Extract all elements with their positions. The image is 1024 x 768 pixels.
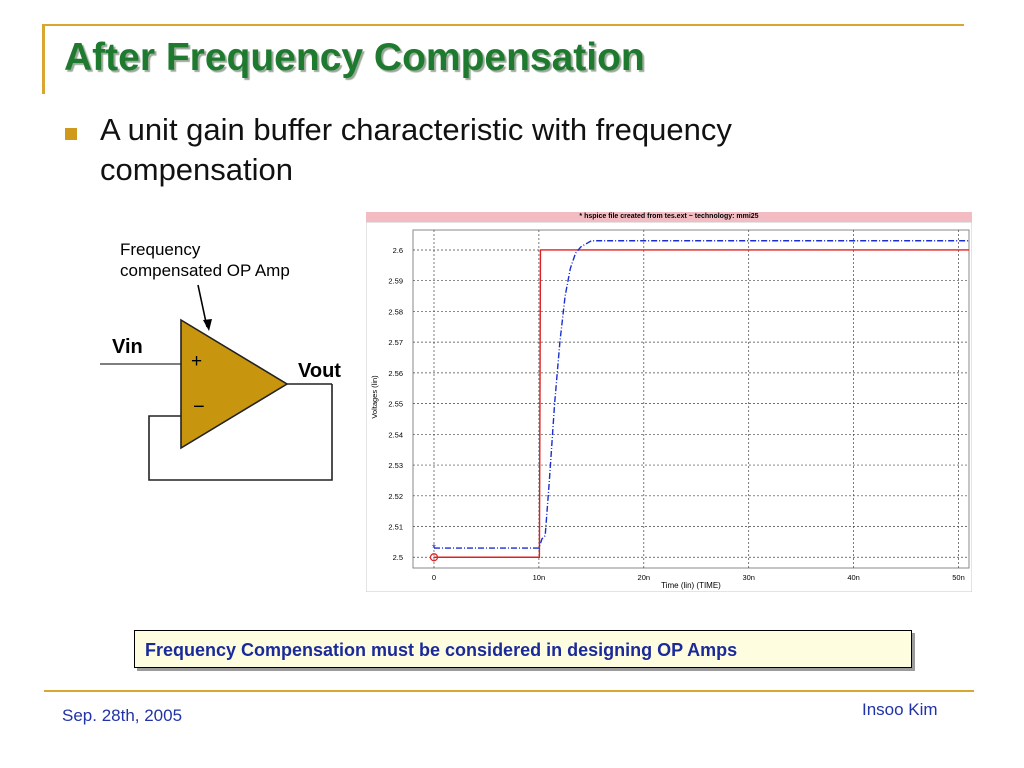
y-tick-label: 2.59 [388,277,403,286]
output-start-marker-icon: * [432,543,436,554]
chart-title: * hspice file created from tes.ext ~ tec… [366,212,972,222]
y-tick-label: 2.54 [388,430,403,439]
square-bullet-icon [65,128,77,140]
y-tick-label: 2.53 [388,461,403,470]
frame-top-line [42,24,964,26]
bullet-text: A unit gain buffer characteristic with f… [100,112,732,187]
annotation-arrowhead-icon [203,319,212,331]
x-tick-label: 10n [533,573,546,582]
footer-author: Insoo Kim [862,700,938,719]
minus-sign-label: − [193,396,205,418]
x-tick-label: 0 [432,573,436,582]
y-tick-label: 2.52 [388,492,403,501]
x-axis-label: Time (lin) (TIME) [661,581,721,590]
input-start-marker-icon [429,553,439,562]
vout-label: Vout [298,360,341,382]
opamp-schematic [100,284,333,481]
footer-line [44,690,974,692]
opamp-annotation: Frequency compensated OP Amp [120,239,290,281]
opamp-triangle-icon [180,318,289,450]
output-response-trace [433,240,969,549]
input-step-trace [433,249,969,558]
simulation-plot: 0 10n 20n 30n 40n 50n 2.5 2.51 2.52 2.53 2.54 2.55 2… [366,222,972,592]
y-tick-label: 2.6 [393,246,403,255]
x-tick-label: 40n [847,573,860,582]
feedback-loop-wire [148,384,333,481]
opamp-annotation-line1: Frequency [120,240,201,259]
x-tick-label: 20n [638,573,651,582]
x-tick-label: 50n [952,573,965,582]
plot-area [412,229,970,569]
slide-title: After Frequency Compensation [64,36,645,79]
opamp-annotation-line2: compensated OP Amp [120,261,290,280]
footer-date: Sep. 28th, 2005 [62,706,183,725]
callout-box: Frequency Compensation must be considere… [134,630,912,668]
y-tick-label: 2.51 [388,523,403,532]
vin-label: Vin [112,336,143,358]
plus-sign-label: + [191,351,203,372]
y-tick-label: 2.5 [393,553,403,562]
y-axis-label: Voltages (lin) [370,375,379,419]
y-tick-label: 2.55 [388,400,403,409]
frame-left-line [42,24,45,94]
y-tick-label: 2.58 [388,307,403,316]
y-tick-label: 2.57 [388,338,403,347]
y-tick-label: 2.56 [388,369,403,378]
x-tick-label: 30n [742,573,755,582]
